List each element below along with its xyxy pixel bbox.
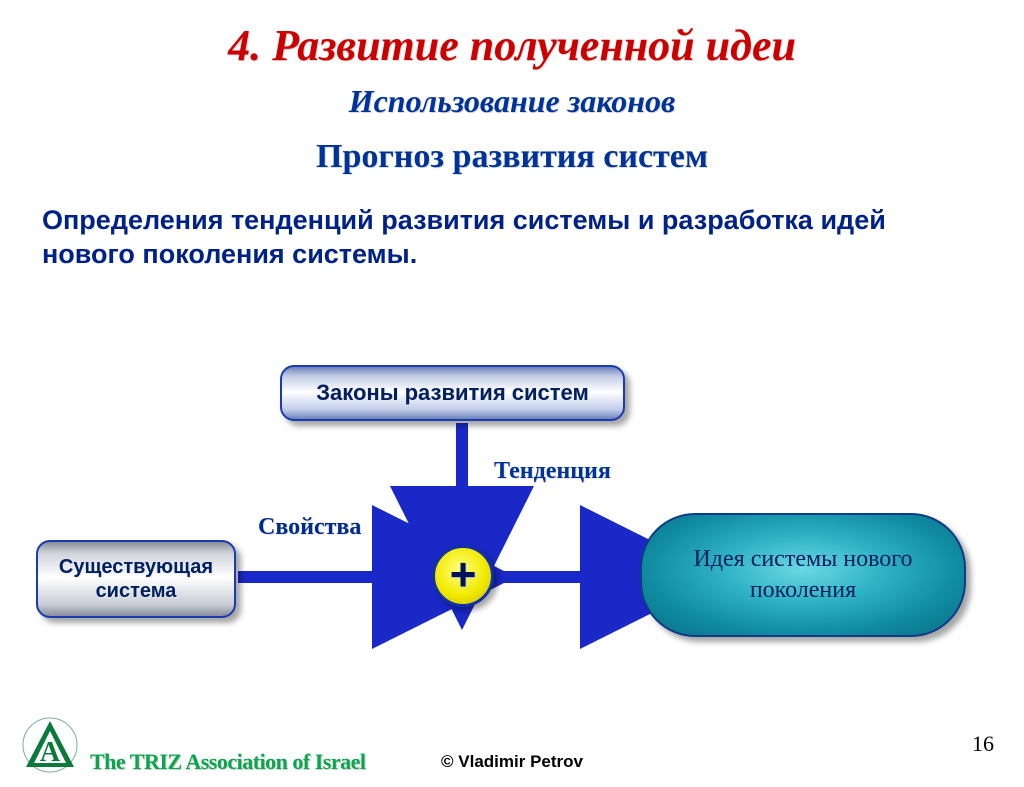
laws-box: Законы развития систем — [280, 365, 625, 421]
laws-box-label: Законы развития систем — [316, 380, 589, 406]
subtitle-laws: Использование законов — [0, 83, 1024, 120]
label-properties: Свойства — [258, 514, 361, 541]
label-tendency: Тенденция — [494, 458, 611, 485]
slide-title: 4. Развитие полученной идеи — [0, 20, 1024, 71]
plus-symbol: + — [450, 551, 477, 597]
plus-node: + — [432, 545, 494, 607]
existing-system-box: Существующая система — [36, 540, 236, 618]
copyright: © Vladimir Petrov — [0, 752, 1024, 772]
idea-box-label: Идея системы нового поколения — [642, 544, 964, 606]
flow-diagram: Законы развития систем Существующая сист… — [0, 350, 1024, 720]
body-paragraph: Определения тенденций развития системы и… — [42, 204, 984, 272]
page-number: 16 — [972, 731, 994, 757]
subtitle-forecast: Прогноз развития систем — [0, 138, 1024, 176]
existing-box-label: Существующая система — [38, 555, 234, 603]
idea-box: Идея системы нового поколения — [640, 513, 966, 637]
footer: The TRIZ Association of Israel © Vladimi… — [0, 749, 1024, 775]
